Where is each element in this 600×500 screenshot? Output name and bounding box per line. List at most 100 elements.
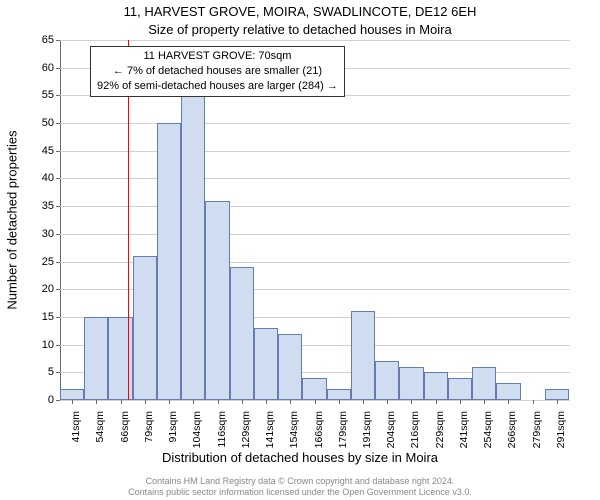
grid-line: [60, 123, 570, 124]
histogram-bar: [302, 378, 326, 400]
y-tick-mark: [56, 95, 60, 96]
y-tick-mark: [56, 68, 60, 69]
x-tick-label: 279sqm: [531, 411, 543, 448]
x-tick-label: 129sqm: [240, 411, 252, 448]
chart-title: 11, HARVEST GROVE, MOIRA, SWADLINCOTE, D…: [0, 4, 600, 19]
x-tick-mark: [557, 400, 558, 404]
x-tick-label: 179sqm: [337, 411, 349, 448]
x-tick-mark: [315, 400, 316, 404]
info-box: 11 HARVEST GROVE: 70sqm ← 7% of detached…: [90, 46, 345, 97]
y-tick-label: 5: [24, 366, 54, 378]
x-tick-label: 104sqm: [191, 411, 203, 448]
histogram-bar: [157, 123, 181, 400]
x-tick-mark: [72, 400, 73, 404]
x-tick-label: 79sqm: [143, 411, 155, 443]
histogram-bar: [254, 328, 278, 400]
x-tick-mark: [387, 400, 388, 404]
y-tick-mark: [56, 345, 60, 346]
histogram-chart: 11, HARVEST GROVE, MOIRA, SWADLINCOTE, D…: [0, 0, 600, 500]
chart-subtitle: Size of property relative to detached ho…: [0, 22, 600, 37]
histogram-bar: [230, 267, 254, 400]
y-tick-mark: [56, 289, 60, 290]
x-tick-label: 54sqm: [94, 411, 106, 443]
x-tick-label: 154sqm: [288, 411, 300, 448]
y-tick-mark: [56, 234, 60, 235]
y-tick-label: 15: [24, 311, 54, 323]
histogram-bar: [181, 95, 205, 400]
y-tick-mark: [56, 151, 60, 152]
x-tick-mark: [193, 400, 194, 404]
x-tick-mark: [290, 400, 291, 404]
x-tick-label: 216sqm: [409, 411, 421, 448]
x-tick-label: 229sqm: [434, 411, 446, 448]
x-tick-label: 141sqm: [264, 411, 276, 448]
x-tick-mark: [411, 400, 412, 404]
y-axis-label: Number of detached properties: [5, 41, 20, 220]
info-line-3: 92% of semi-detached houses are larger (…: [97, 79, 338, 94]
grid-line: [60, 206, 570, 207]
y-tick-label: 0: [24, 394, 54, 406]
x-tick-mark: [436, 400, 437, 404]
x-tick-mark: [508, 400, 509, 404]
grid-line: [60, 178, 570, 179]
histogram-bar: [375, 361, 399, 400]
x-tick-mark: [460, 400, 461, 404]
y-tick-label: 25: [24, 256, 54, 268]
info-line-2: ← 7% of detached houses are smaller (21): [97, 64, 338, 79]
y-tick-mark: [56, 372, 60, 373]
footer-line-2: Contains public sector information licen…: [0, 487, 600, 497]
y-tick-label: 50: [24, 117, 54, 129]
info-line-1: 11 HARVEST GROVE: 70sqm: [97, 49, 338, 64]
histogram-bar: [545, 389, 569, 400]
histogram-bar: [399, 367, 423, 400]
grid-line: [60, 151, 570, 152]
histogram-bar: [496, 383, 520, 400]
x-tick-mark: [218, 400, 219, 404]
y-tick-mark: [56, 40, 60, 41]
y-tick-label: 55: [24, 89, 54, 101]
x-tick-mark: [145, 400, 146, 404]
x-tick-label: 266sqm: [506, 411, 518, 448]
x-tick-label: 191sqm: [361, 411, 373, 448]
y-tick-label: 30: [24, 228, 54, 240]
histogram-bar: [327, 389, 351, 400]
histogram-bar: [351, 311, 375, 400]
x-tick-mark: [339, 400, 340, 404]
y-tick-label: 45: [24, 145, 54, 157]
y-tick-mark: [56, 178, 60, 179]
x-tick-label: 41sqm: [70, 411, 82, 443]
x-tick-mark: [242, 400, 243, 404]
y-tick-label: 65: [24, 34, 54, 46]
histogram-bar: [472, 367, 496, 400]
grid-line: [60, 234, 570, 235]
histogram-bar: [84, 317, 108, 400]
y-tick-label: 60: [24, 62, 54, 74]
grid-line: [60, 40, 570, 41]
y-tick-label: 10: [24, 339, 54, 351]
x-tick-mark: [121, 400, 122, 404]
x-tick-label: 66sqm: [119, 411, 131, 443]
y-tick-mark: [56, 262, 60, 263]
x-tick-mark: [533, 400, 534, 404]
y-tick-mark: [56, 123, 60, 124]
y-tick-mark: [56, 206, 60, 207]
x-tick-label: 254sqm: [482, 411, 494, 448]
footer-line-1: Contains HM Land Registry data © Crown c…: [0, 476, 600, 486]
x-tick-label: 116sqm: [216, 411, 228, 448]
histogram-bar: [133, 256, 157, 400]
histogram-bar: [448, 378, 472, 400]
x-tick-mark: [484, 400, 485, 404]
x-tick-label: 204sqm: [385, 411, 397, 448]
y-tick-label: 35: [24, 200, 54, 212]
histogram-bar: [278, 334, 302, 400]
y-tick-label: 20: [24, 283, 54, 295]
x-tick-label: 166sqm: [313, 411, 325, 448]
y-tick-mark: [56, 317, 60, 318]
histogram-bar: [424, 372, 448, 400]
x-tick-mark: [266, 400, 267, 404]
x-tick-label: 291sqm: [555, 411, 567, 448]
x-tick-mark: [96, 400, 97, 404]
x-tick-mark: [363, 400, 364, 404]
y-tick-label: 40: [24, 172, 54, 184]
x-tick-label: 241sqm: [458, 411, 470, 448]
